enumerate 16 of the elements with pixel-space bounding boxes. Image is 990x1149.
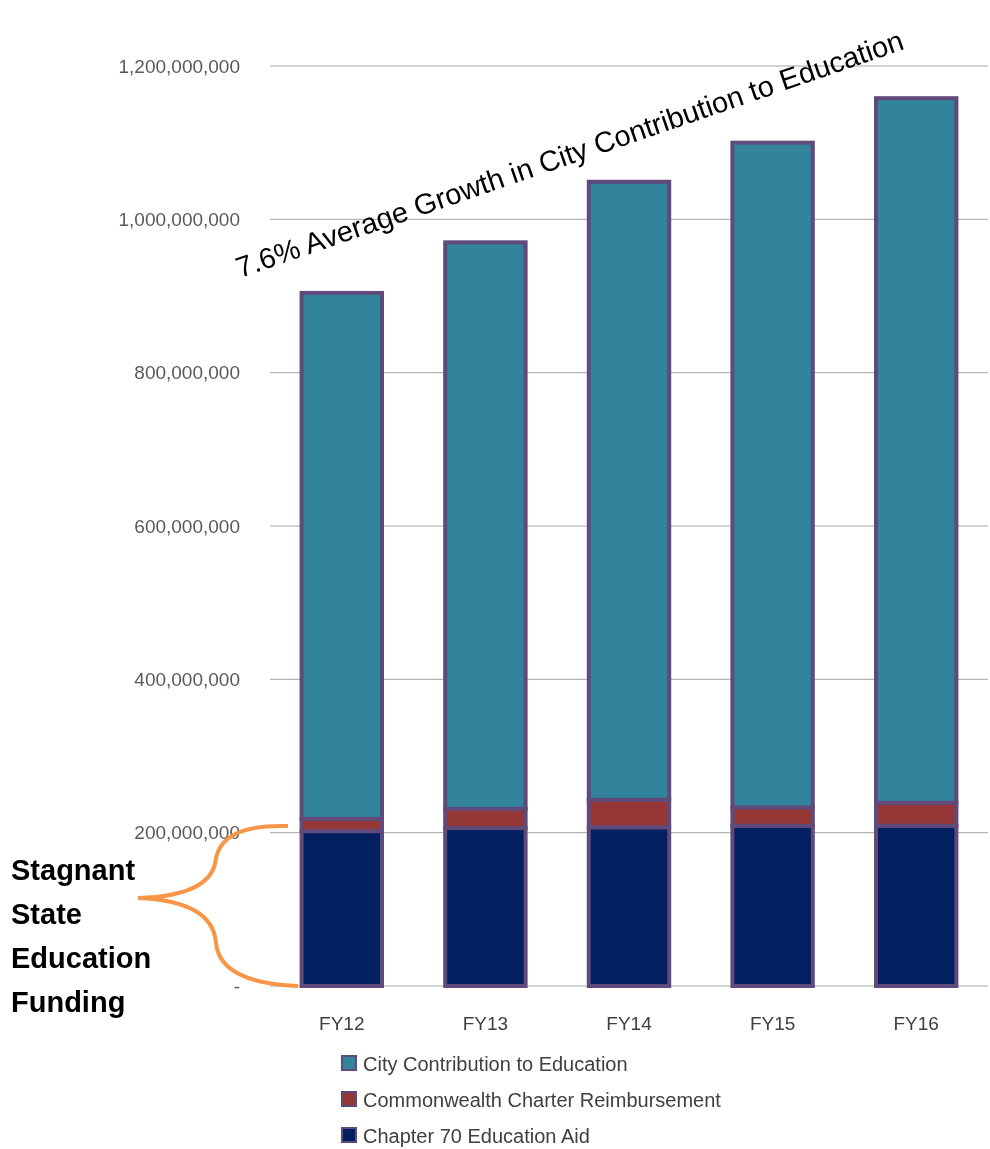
x-tick-label: FY12 bbox=[319, 1013, 365, 1034]
x-tick-label: FY15 bbox=[749, 1013, 796, 1034]
y-tick-label: - bbox=[233, 975, 240, 997]
x-tick-label: FY14 bbox=[606, 1013, 653, 1034]
y-tick-label: 1,000,000,000 bbox=[118, 208, 240, 230]
y-tick-label: 200,000,000 bbox=[134, 822, 240, 844]
legend-label: Chapter 70 Education Aid bbox=[363, 1125, 590, 1147]
y-tick-label: 400,000,000 bbox=[134, 668, 240, 690]
y-tick-label: 1,200,000,000 bbox=[118, 55, 240, 77]
x-tick-label: FY16 bbox=[893, 1013, 939, 1034]
x-tick-label: FY13 bbox=[462, 1013, 509, 1034]
y-tick-label: 600,000,000 bbox=[134, 515, 240, 537]
legend-label: City Contribution to Education bbox=[363, 1053, 628, 1075]
text: Stagnant State Education Funding bbox=[11, 854, 152, 1018]
legend-label: Commonwealth Charter Reimbursement bbox=[363, 1089, 722, 1111]
y-tick-label: 800,000,000 bbox=[134, 362, 240, 384]
